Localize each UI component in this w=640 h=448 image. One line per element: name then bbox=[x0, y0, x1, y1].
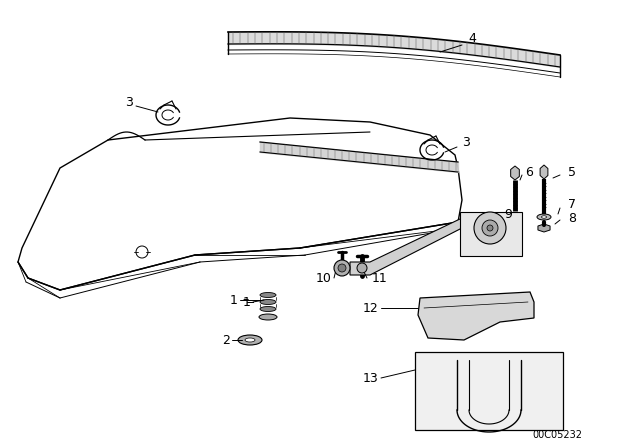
Bar bbox=[415, 352, 563, 430]
Text: 2: 2 bbox=[222, 333, 230, 346]
Circle shape bbox=[420, 415, 430, 425]
Text: 8: 8 bbox=[568, 211, 576, 224]
Text: 7: 7 bbox=[568, 198, 576, 211]
Circle shape bbox=[487, 225, 493, 231]
Ellipse shape bbox=[541, 216, 547, 218]
Ellipse shape bbox=[537, 214, 551, 220]
Circle shape bbox=[420, 357, 430, 367]
Polygon shape bbox=[540, 165, 548, 179]
Ellipse shape bbox=[260, 300, 276, 305]
Text: 1: 1 bbox=[230, 293, 238, 306]
Ellipse shape bbox=[238, 335, 262, 345]
Text: 4: 4 bbox=[468, 31, 476, 44]
Text: 5: 5 bbox=[568, 165, 576, 178]
Circle shape bbox=[548, 415, 558, 425]
Text: 13: 13 bbox=[362, 371, 378, 384]
Text: 3: 3 bbox=[125, 95, 133, 108]
Circle shape bbox=[548, 357, 558, 367]
Circle shape bbox=[357, 263, 367, 273]
Text: 00C05232: 00C05232 bbox=[532, 430, 582, 440]
Ellipse shape bbox=[259, 314, 277, 320]
Text: 11: 11 bbox=[372, 271, 388, 284]
Ellipse shape bbox=[260, 293, 276, 297]
Text: 12: 12 bbox=[362, 302, 378, 314]
Text: –: – bbox=[242, 293, 248, 306]
Text: 10: 10 bbox=[316, 271, 332, 284]
Circle shape bbox=[482, 220, 498, 236]
Polygon shape bbox=[418, 292, 534, 340]
Circle shape bbox=[334, 260, 350, 276]
Text: 3: 3 bbox=[462, 135, 470, 148]
Text: 6: 6 bbox=[525, 165, 533, 178]
Bar bbox=[460, 212, 522, 256]
Text: 1: 1 bbox=[243, 296, 251, 309]
Polygon shape bbox=[538, 224, 550, 232]
Text: 9: 9 bbox=[504, 208, 512, 221]
Circle shape bbox=[338, 264, 346, 272]
Ellipse shape bbox=[260, 306, 276, 311]
Polygon shape bbox=[511, 166, 519, 180]
Circle shape bbox=[474, 212, 506, 244]
Ellipse shape bbox=[245, 338, 255, 342]
Polygon shape bbox=[350, 218, 462, 275]
